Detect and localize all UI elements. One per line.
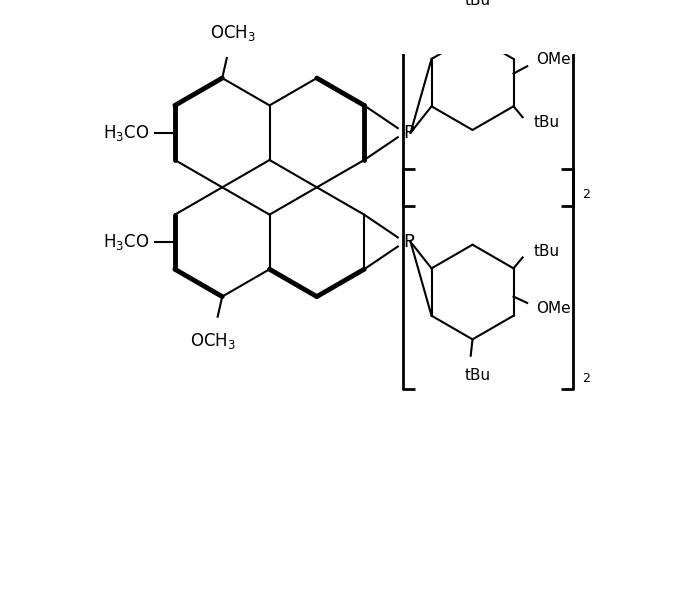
Text: tBu: tBu	[465, 368, 491, 383]
Text: H$_3$CO: H$_3$CO	[103, 232, 150, 252]
Text: $_2$: $_2$	[582, 367, 590, 385]
Text: tBu: tBu	[534, 115, 560, 130]
Text: $_2$: $_2$	[582, 183, 590, 201]
Text: OMe: OMe	[536, 53, 571, 67]
Text: tBu: tBu	[534, 244, 560, 260]
Text: tBu: tBu	[465, 0, 491, 8]
Text: OMe: OMe	[536, 301, 571, 316]
Text: P: P	[403, 233, 414, 251]
Text: P: P	[403, 124, 414, 141]
Text: OCH$_3$: OCH$_3$	[190, 331, 236, 351]
Text: H$_3$CO: H$_3$CO	[103, 123, 150, 143]
Text: OCH$_3$: OCH$_3$	[210, 23, 256, 44]
